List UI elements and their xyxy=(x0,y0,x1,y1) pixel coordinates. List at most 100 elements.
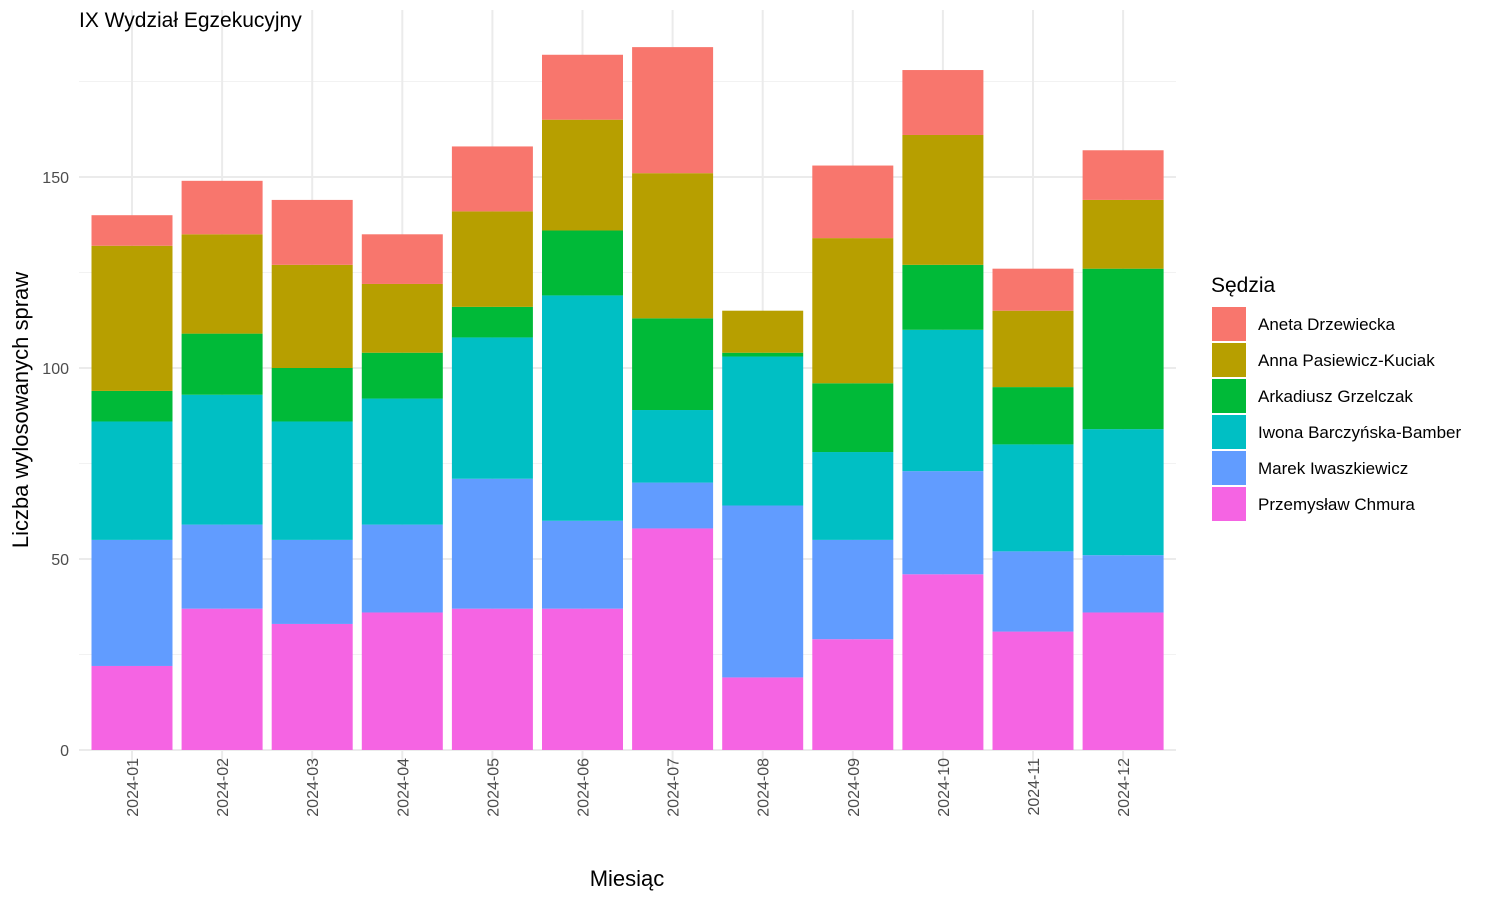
bar-segment xyxy=(902,70,984,135)
bar-segment xyxy=(542,520,623,609)
legend-swatch xyxy=(1212,307,1246,341)
bar-segment xyxy=(812,165,894,239)
bar-segment xyxy=(361,234,443,284)
bar-segment xyxy=(271,421,353,540)
legend-label: Iwona Barczyńska-Bamber xyxy=(1258,423,1461,442)
legend-items: Aneta Drzewiecka Anna Pasiewicz-Kuciak Ark… xyxy=(1212,307,1461,521)
legend-label: Anna Pasiewicz-Kuciak xyxy=(1258,351,1435,370)
bar-segment xyxy=(1082,555,1164,613)
bar-segment xyxy=(632,173,714,319)
bar-segment xyxy=(1082,199,1164,269)
bar-segment xyxy=(722,352,804,357)
bar-segment xyxy=(1082,150,1164,200)
x-tick-label: 2024-02 xyxy=(215,758,232,817)
bar-segment xyxy=(632,482,714,529)
bar-segment xyxy=(632,47,714,174)
bar-segment xyxy=(1082,612,1164,750)
bar-segment xyxy=(542,230,623,296)
bar-segment xyxy=(361,612,443,750)
y-tick-label: 150 xyxy=(42,170,69,187)
y-tick-label: 100 xyxy=(42,361,69,378)
bar-segment xyxy=(902,574,984,750)
bar-segment xyxy=(542,54,623,120)
bar-segment xyxy=(722,677,804,750)
legend-label: Arkadiusz Grzelczak xyxy=(1258,387,1413,406)
bar-segment xyxy=(91,539,173,666)
x-tick-label: 2024-07 xyxy=(666,758,683,817)
bar-segment xyxy=(1082,429,1164,556)
bar-segment xyxy=(1082,268,1164,430)
bar-segment xyxy=(992,444,1074,552)
bar-segment xyxy=(181,234,263,334)
bar-segment xyxy=(902,134,984,265)
bar-segment xyxy=(812,238,894,384)
x-tick-label: 2024-10 xyxy=(936,758,953,817)
bar-segment xyxy=(992,268,1074,311)
bar-segment xyxy=(902,471,984,575)
bar-segment xyxy=(812,639,894,750)
bar-segment xyxy=(542,119,623,231)
x-tick-label: 2024-11 xyxy=(1026,758,1043,816)
legend-title: Sędzia xyxy=(1211,274,1276,297)
bar-segment xyxy=(271,539,353,624)
legend-swatch xyxy=(1212,343,1246,377)
bar-segment xyxy=(91,665,173,750)
bar-segment xyxy=(722,505,804,678)
bar-segment xyxy=(91,215,173,246)
bar-segment xyxy=(632,410,714,483)
bar-segment xyxy=(722,356,804,506)
bar-segment xyxy=(271,199,353,265)
bar-segment xyxy=(992,551,1074,632)
x-tick-label: 2024-09 xyxy=(846,758,863,817)
legend-label: Marek Iwaszkiewicz xyxy=(1258,459,1408,478)
bar-segment xyxy=(451,478,533,609)
bar-segment xyxy=(181,608,263,750)
y-tick-label: 0 xyxy=(60,743,69,760)
bar-segment xyxy=(271,368,353,422)
chart-title: IX Wydział Egzekucyjny xyxy=(79,9,302,32)
legend-swatch xyxy=(1212,487,1246,521)
bar-segment xyxy=(181,394,263,525)
bars xyxy=(91,47,1164,750)
bar-segment xyxy=(451,211,533,307)
bar-segment xyxy=(812,539,894,640)
bar-segment xyxy=(361,283,443,353)
bar-segment xyxy=(181,333,263,395)
x-tick-label: 2024-04 xyxy=(395,758,412,817)
bar-segment xyxy=(451,608,533,750)
legend: Sędzia Aneta Drzewiecka Anna Pasiewicz-Ku… xyxy=(1211,274,1461,521)
bar-segment xyxy=(812,452,894,540)
y-axis-title: Liczba wylosowanych spraw xyxy=(8,272,33,548)
x-axis-ticks: 2024-01 2024-02 2024-03 2024-04 2024-05 2024-… xyxy=(125,758,1133,817)
x-tick-label: 2024-12 xyxy=(1116,758,1133,817)
legend-swatch xyxy=(1212,451,1246,485)
bar-segment xyxy=(91,421,173,540)
bar-segment xyxy=(181,524,263,609)
bar-segment xyxy=(361,524,443,613)
bar-segment xyxy=(902,329,984,472)
legend-label: Aneta Drzewiecka xyxy=(1258,315,1396,334)
x-tick-label: 2024-05 xyxy=(485,758,502,817)
bar-segment xyxy=(361,398,443,525)
legend-swatch xyxy=(1212,415,1246,449)
y-axis-ticks: 0 50 100 150 xyxy=(42,170,69,760)
bar-segment xyxy=(992,310,1074,388)
bar-segment xyxy=(91,245,173,391)
x-tick-label: 2024-06 xyxy=(576,758,593,817)
bar-segment xyxy=(722,310,804,353)
bar-segment xyxy=(632,318,714,411)
legend-swatch xyxy=(1212,379,1246,413)
bar-segment xyxy=(812,383,894,453)
bar-segment xyxy=(632,528,714,750)
bar-segment xyxy=(902,264,984,330)
bar-segment xyxy=(992,387,1074,445)
x-tick-label: 2024-03 xyxy=(305,758,322,817)
bar-segment xyxy=(181,180,263,235)
bar-segment xyxy=(451,337,533,479)
bar-segment xyxy=(992,631,1074,750)
bar-segment xyxy=(361,352,443,399)
legend-label: Przemysław Chmura xyxy=(1258,495,1415,514)
bar-segment xyxy=(91,390,173,422)
bar-segment xyxy=(451,146,533,212)
